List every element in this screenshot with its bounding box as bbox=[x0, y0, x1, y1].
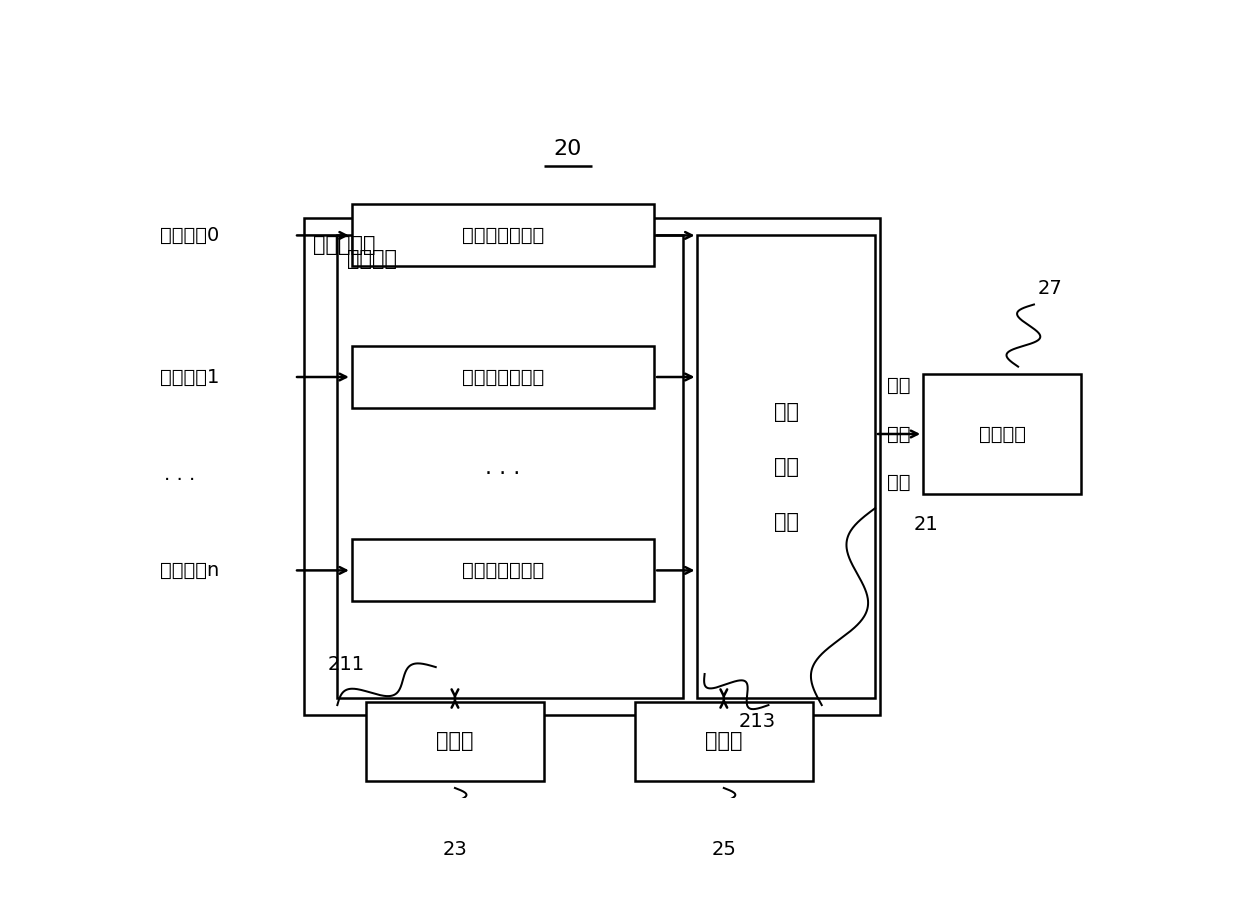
Text: 21: 21 bbox=[913, 515, 938, 534]
Text: 视频信号0: 视频信号0 bbox=[160, 226, 219, 245]
Text: 213: 213 bbox=[738, 712, 776, 731]
Text: 存储器: 存储器 bbox=[705, 731, 742, 752]
Text: 单元: 单元 bbox=[773, 512, 799, 532]
Bar bbox=[337, 235, 683, 698]
Text: 视频: 视频 bbox=[887, 376, 911, 396]
Text: 控制器: 控制器 bbox=[436, 731, 473, 752]
Text: 211: 211 bbox=[327, 655, 364, 674]
Text: 图像处理器: 图像处理器 bbox=[313, 235, 375, 256]
Bar bbox=[636, 701, 813, 781]
Text: 27: 27 bbox=[1037, 279, 1062, 298]
Bar bbox=[352, 205, 654, 266]
Text: 23: 23 bbox=[442, 840, 467, 858]
Text: 25: 25 bbox=[711, 840, 736, 858]
Bar bbox=[923, 373, 1082, 494]
Text: 视频信号n: 视频信号n bbox=[160, 561, 219, 579]
Text: 图像缩放处理核: 图像缩放处理核 bbox=[462, 561, 544, 579]
Bar bbox=[352, 539, 654, 602]
Text: 20: 20 bbox=[554, 139, 582, 159]
Text: 数据: 数据 bbox=[887, 424, 911, 443]
Bar bbox=[698, 235, 875, 698]
Bar bbox=[367, 701, 544, 781]
Text: · · ·: · · · bbox=[486, 464, 520, 483]
Text: 图像缩放处理核: 图像缩放处理核 bbox=[462, 226, 544, 245]
Bar bbox=[304, 218, 880, 716]
Text: 视频信号1: 视频信号1 bbox=[160, 368, 219, 387]
Text: 叠加: 叠加 bbox=[773, 457, 799, 477]
Text: · · ·: · · · bbox=[165, 471, 196, 490]
Text: 图像缩放处理核: 图像缩放处理核 bbox=[462, 368, 544, 387]
Text: 输出: 输出 bbox=[887, 473, 911, 492]
Text: 混合: 混合 bbox=[773, 402, 799, 422]
Text: 输出接口: 输出接口 bbox=[979, 424, 1026, 443]
Text: 缩放单元: 缩放单元 bbox=[347, 249, 396, 269]
Bar bbox=[352, 346, 654, 408]
